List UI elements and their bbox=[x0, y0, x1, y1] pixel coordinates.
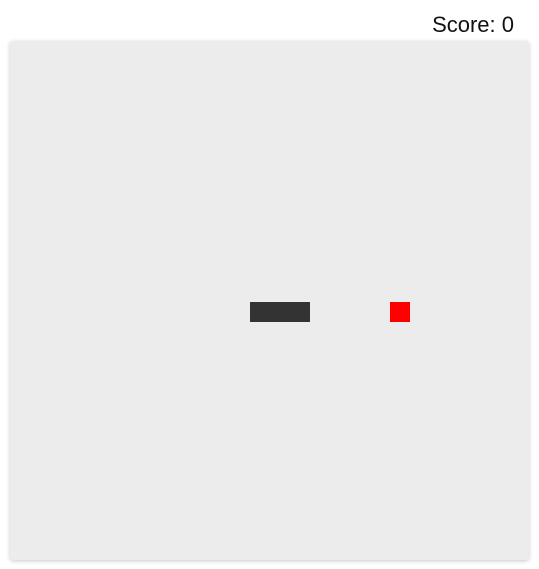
game-board[interactable] bbox=[10, 41, 529, 560]
food-item bbox=[390, 302, 410, 322]
snake-head bbox=[290, 302, 310, 322]
snake-body-segment bbox=[250, 302, 270, 322]
snake-body-segment bbox=[270, 302, 290, 322]
score-display: Score: 0 bbox=[432, 12, 514, 37]
